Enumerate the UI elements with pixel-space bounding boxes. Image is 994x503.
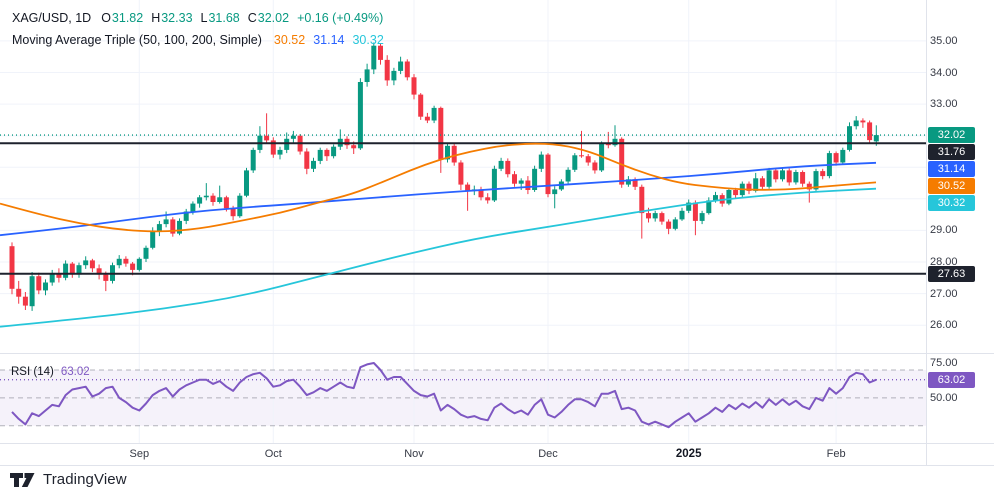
ohlc-pair: L31.68 xyxy=(200,11,240,25)
ma100-line xyxy=(0,161,877,237)
ohlc-values: O31.82 H32.33 L31.68 C32.02 xyxy=(101,11,297,25)
watermark[interactable]: TradingView xyxy=(10,471,127,488)
price-badge: 30.32 xyxy=(928,195,975,212)
indicator-title[interactable]: Moving Average Triple (50, 100, 200, Sim… xyxy=(12,33,262,47)
time-axis-label: Oct xyxy=(264,448,282,460)
rsi-layer xyxy=(0,362,926,429)
ma200-line xyxy=(0,187,877,328)
price-badge: 27.63 xyxy=(928,265,975,282)
indicator-values: 30.52 31.14 30.32 xyxy=(266,33,384,47)
price-badge: 30.52 xyxy=(928,178,975,195)
ma-value: 30.32 xyxy=(352,33,384,47)
ohlc-pair: O31.82 xyxy=(101,11,144,25)
axis-tick-label: 28.00 xyxy=(930,256,958,268)
axis-tick-label: 50.00 xyxy=(930,391,958,404)
axis-tick-label: 26.00 xyxy=(930,319,958,332)
panel-borders xyxy=(0,0,994,466)
price-badge: 31.76 xyxy=(928,144,975,161)
time-axis-label: Nov xyxy=(404,448,424,460)
axis-tick-label: 33.00 xyxy=(930,98,958,111)
axis-tick-label: 27.00 xyxy=(930,287,958,300)
candles-layer xyxy=(9,42,879,311)
price-badge: 31.14 xyxy=(928,161,975,178)
ma-value: 31.14 xyxy=(313,33,345,47)
rsi-badge: 63.02 xyxy=(928,371,975,388)
axis-tick-label: 34.00 xyxy=(930,66,958,79)
time-axis-label: Feb xyxy=(826,448,846,460)
indicator-row: Moving Average Triple (50, 100, 200, Sim… xyxy=(12,29,384,51)
symbol-title[interactable]: XAG/USD, 1D xyxy=(12,11,92,25)
time-axis-label: Dec xyxy=(538,448,558,460)
time-axis-label: 2025 xyxy=(675,448,702,460)
rsi-legend: RSI (14) 63.02 xyxy=(11,366,90,378)
ma-value: 30.52 xyxy=(273,33,306,47)
legend: XAG/USD, 1D O31.82 H32.33 L31.68 C32.02 +0.… xyxy=(12,7,384,51)
grid-layer xyxy=(0,0,926,443)
price-badge: 32.02 xyxy=(928,127,975,144)
rsi-value: 63.02 xyxy=(60,366,90,378)
tradingview-logo-icon xyxy=(10,472,35,487)
ma50-line xyxy=(0,142,877,233)
symbol-row: XAG/USD, 1D O31.82 H32.33 L31.68 C32.02 +0.… xyxy=(12,7,384,29)
price-change: +0.16 (+0.49%) xyxy=(297,11,384,25)
time-axis-label: Sep xyxy=(129,448,150,460)
axis-tick-label: 75.00 xyxy=(930,357,958,369)
ohlc-pair: C32.02 xyxy=(247,11,290,25)
level-lines xyxy=(0,134,926,275)
axis-tick-label: 35.00 xyxy=(930,34,958,47)
watermark-text: TradingView xyxy=(43,471,127,488)
ohlc-pair: H32.33 xyxy=(151,11,193,25)
rsi-title[interactable]: RSI (14) xyxy=(11,366,54,378)
axis-tick-label: 29.00 xyxy=(930,224,958,237)
